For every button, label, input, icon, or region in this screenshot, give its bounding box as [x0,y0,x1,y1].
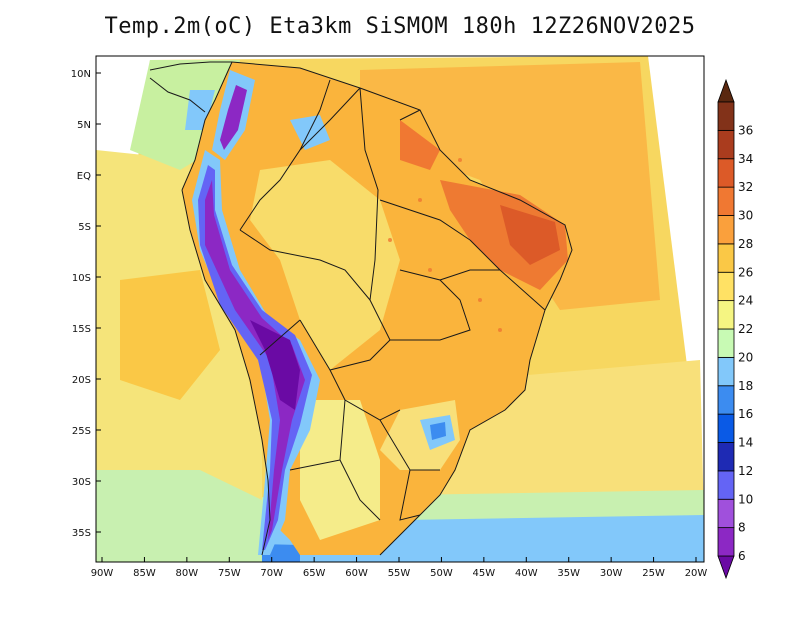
colorbar-label: 24 [738,294,753,308]
lon-tick-label: 35W [557,568,580,579]
lat-tick-label: 15S [72,324,91,335]
colorbar-swatch [717,101,735,131]
serra-colder [430,422,446,440]
colorbar-label: 14 [738,436,753,450]
atlantic-warm [360,62,660,310]
lon-tick-label: 25W [642,568,665,579]
colorbar-max-arrow [717,78,735,103]
colorbar-swatch [717,328,735,358]
colorbar-swatch [717,215,735,245]
lon-tick-label: 85W [133,568,156,579]
colorbar-label: 36 [738,123,753,137]
colorbar-swatch [717,413,735,443]
map-title: Temp.2m(oC) Eta3km SiSMOM 180h 12Z26NOV2… [104,14,696,39]
map-frame [95,55,705,563]
lon-tick-label: 80W [176,568,199,579]
colorbar-swatch [717,129,735,160]
lon-tick-label: 50W [430,568,453,579]
colorbar-label: 28 [738,237,753,251]
latitude-axis: 10N 5N EQ 5S 10S 15S 20S 25S 30S 35S [71,69,101,539]
lat-tick-label: 10S [72,273,91,284]
argentina-cool [300,400,380,540]
colorbar-swatch [717,271,735,302]
colorbar: 6 8 10 12 14 16 18 20 22 24 26 28 30 32 34 36 [717,78,753,580]
lon-tick-label: 55W [388,568,411,579]
colorbar-label: 22 [738,322,753,336]
lat-tick-label: 10N [71,69,91,80]
colorbar-label: 6 [738,549,746,563]
central-yellow [250,160,400,370]
colorbar-label: 18 [738,379,753,393]
lon-tick-label: 65W [303,568,326,579]
lon-tick-label: 20W [685,568,708,579]
lat-tick-label: 25S [72,426,91,437]
andes-coldest [205,180,305,540]
lat-tick-label: 30S [72,477,91,488]
altiplano-core [250,320,300,410]
colorbar-swatch [717,243,735,273]
lon-tick-label: 45W [473,568,496,579]
colorbar-swatch [717,356,735,387]
colorbar-swatch [717,470,735,500]
lon-tick-label: 30W [600,568,623,579]
guiana-highland [290,115,330,150]
lon-tick-label: 75W [218,568,241,579]
lon-tick-label: 60W [345,568,368,579]
pacific-warm-patch [120,270,220,400]
colorbar-label: 16 [738,407,753,421]
colorbar-swatch [717,527,735,557]
colorbar-label: 30 [738,209,753,223]
colorbar-swatch [717,186,735,216]
northeast-hottest [500,205,560,265]
lon-tick-label: 40W [515,568,538,579]
longitude-axis: 90W 85W 80W 75W 70W 65W 60W 55W 50W 45W 40W 35W 30W 2… [91,557,708,579]
colorbar-label: 34 [738,152,753,166]
lat-tick-label: 5N [77,120,91,131]
lat-tick-label: 35S [72,528,91,539]
colorbar-swatch [717,158,735,188]
colorbar-min-arrow [717,555,735,580]
colorbar-label: 32 [738,180,753,194]
colorbar-swatch [717,442,735,472]
northern-andes-cold [220,85,247,150]
colorbar-label: 26 [738,265,753,279]
colorbar-swatch [717,300,735,330]
colorbar-label: 10 [738,492,753,506]
lat-tick-label: EQ [77,171,91,182]
lon-tick-label: 70W [260,568,283,579]
field-detail [388,158,502,332]
north-coast-hot [400,120,440,170]
pacific-south-cool [96,470,262,562]
lat-tick-label: 5S [78,222,91,233]
colorbar-label: 8 [738,521,746,535]
colorbar-swatch [717,498,735,529]
colorbar-swatch [717,385,735,415]
northeast-hot [440,180,568,290]
colorbar-label: 20 [738,350,753,364]
lat-tick-label: 20S [72,375,91,386]
country-borders [149,61,573,556]
lon-tick-label: 90W [91,568,114,579]
colorbar-label: 12 [738,464,753,478]
